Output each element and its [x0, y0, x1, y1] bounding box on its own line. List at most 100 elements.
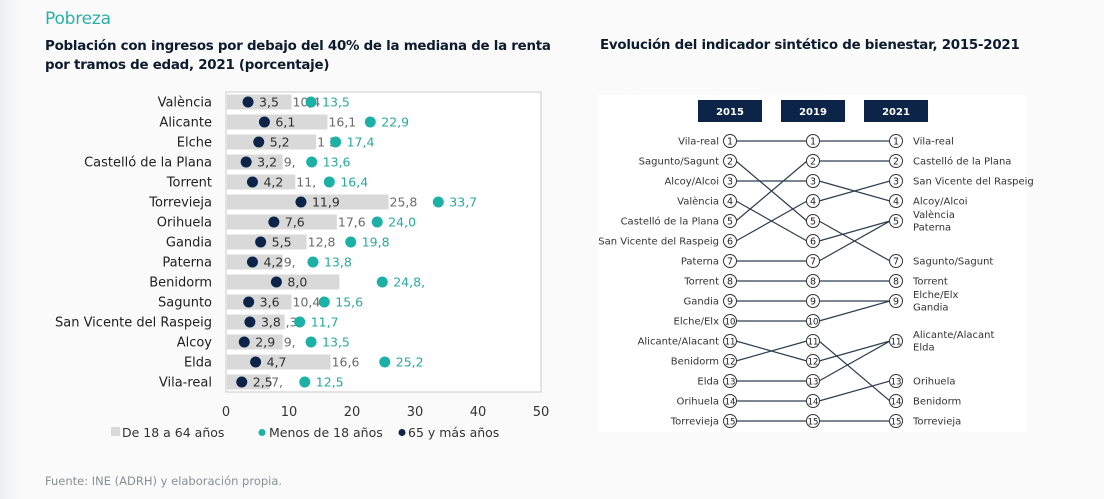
rank-2021-label: Elda	[913, 343, 935, 354]
rank-node	[889, 134, 903, 148]
dot-65-plus	[258, 116, 270, 128]
rank-node-label: 3	[727, 177, 733, 188]
rank-node	[806, 294, 820, 308]
dot-label-65-plus: 3,5	[259, 95, 279, 110]
dot-65-plus	[242, 96, 254, 108]
legend-label-18-64: De 18 a 64 años	[122, 425, 224, 440]
dot-label-65-plus: 4,7	[267, 355, 287, 370]
bar-label-18-64: 9,	[284, 335, 296, 350]
dot-label-65-plus: 7,6	[285, 215, 305, 230]
rank-node	[806, 214, 820, 228]
connector-2019-2021	[818, 340, 891, 362]
connector-2015-2019	[735, 160, 808, 222]
bar-18-64	[227, 194, 389, 210]
rank-node	[806, 194, 820, 208]
rank-2015-label: Vila-real	[678, 137, 719, 148]
rank-2015-label: Sagunto/Sagunt	[639, 157, 719, 168]
dot-under-18	[432, 196, 444, 208]
dot-under-18	[323, 176, 335, 188]
connector-2019-2021	[818, 340, 891, 382]
rank-node-label: 5	[727, 217, 733, 228]
rank-node-label: 4	[810, 197, 816, 208]
rank-node-label: 6	[810, 237, 816, 248]
category-label: Alcoy	[177, 336, 213, 351]
rank-node	[723, 234, 737, 248]
dot-label-65-plus: 8,0	[287, 275, 307, 290]
rank-node-label: 8	[810, 277, 816, 288]
rank-2021-label: Benidorm	[913, 397, 961, 408]
dot-under-18	[330, 136, 342, 148]
connector-2019-2021	[818, 220, 891, 242]
rank-node-label: 2	[727, 157, 733, 168]
rank-node-label: 4	[727, 197, 733, 208]
rank-2021-label: Vila-real	[913, 137, 954, 148]
year-header-box	[781, 100, 845, 122]
rank-node-label: 14	[808, 398, 819, 408]
rank-node	[723, 334, 737, 348]
x-tick-label: 40	[470, 405, 487, 420]
year-header-label: 2021	[882, 107, 910, 118]
category-label: Castelló de la Plana	[84, 156, 212, 171]
bar-label-18-64: 10,4	[293, 295, 321, 310]
rank-node	[889, 394, 903, 408]
dot-65-plus	[270, 276, 282, 288]
connector-2019-2021	[818, 180, 891, 202]
rank-node	[723, 174, 737, 188]
dot-label-65-plus: 3,6	[260, 295, 280, 310]
bar-label-18-64: 11,	[296, 175, 316, 190]
bar-label-18-64: 16,6	[332, 355, 360, 370]
dot-label-under-18: 11,7	[311, 315, 339, 330]
ranking-chart: 2015 2019 2021 1 Vila-real 2 Sagunto/Sagunt 3 Al…	[598, 95, 1034, 432]
dot-label-under-18: 17,4	[347, 135, 375, 150]
dot-label-under-18: 16,4	[340, 175, 368, 190]
category-label: Benidorm	[149, 276, 212, 291]
rank-node-label: 7	[893, 257, 899, 268]
category-label: Vila-real	[159, 376, 212, 391]
dot-label-65-plus: 2,9	[255, 335, 275, 350]
rank-node-label: 9	[893, 297, 899, 308]
x-tick-label: 10	[281, 405, 298, 420]
bar-label-18-64: 16,1	[328, 115, 356, 130]
dot-label-under-18: 24,0	[388, 215, 416, 230]
dot-label-under-18: 24,8,	[393, 275, 425, 290]
rank-2021-label: San Vicente del Raspeig	[913, 177, 1034, 188]
rank-node-label: 13	[891, 378, 902, 388]
rank-node	[889, 414, 903, 428]
rank-node-label: 1	[893, 137, 899, 148]
bar-18-64	[227, 294, 292, 310]
bar-18-64	[227, 174, 296, 190]
rank-node	[723, 254, 737, 268]
rank-node-label: 7	[810, 257, 816, 268]
category-label: Orihuela	[157, 216, 212, 231]
rank-node	[889, 294, 903, 308]
bar-chart-title: Población con ingresos por debajo del 40…	[45, 37, 585, 75]
rank-node	[889, 254, 903, 268]
category-label: Torrevieja	[148, 196, 212, 211]
rank-node	[806, 274, 820, 288]
category-label: Torrent	[166, 176, 212, 191]
rank-node	[723, 414, 737, 428]
bar-label-18-64: 25,8	[390, 195, 418, 210]
bar-chart: València 10,4 3,5 13,5 Alicante 16,1 6,1 22,9 El…	[55, 91, 549, 440]
rank-node	[806, 374, 820, 388]
category-label: Elda	[184, 356, 212, 371]
rank-node-label: 4	[893, 197, 899, 208]
dot-65-plus	[250, 356, 262, 368]
rank-node	[889, 334, 903, 348]
dot-65-plus	[295, 196, 307, 208]
rank-2021-label: Orihuela	[913, 377, 956, 388]
dot-under-18	[306, 156, 318, 168]
rank-node	[723, 354, 737, 368]
dot-65-plus	[255, 236, 267, 248]
rank-2015-label: Alcoy/Alcoi	[664, 177, 719, 188]
x-tick-label: 20	[344, 405, 361, 420]
bar-label-18-64: 7,	[271, 375, 283, 390]
category-label: Gandia	[166, 236, 212, 251]
bar-label-18-64: 12,8	[308, 235, 336, 250]
dot-label-under-18: 13,8	[324, 255, 352, 270]
rank-2015-label: Alicante/Alacant	[638, 337, 720, 348]
dot-65-plus	[246, 176, 258, 188]
dot-under-18	[294, 316, 306, 328]
rank-node	[889, 214, 903, 228]
rank-node-label: 1	[727, 137, 733, 148]
